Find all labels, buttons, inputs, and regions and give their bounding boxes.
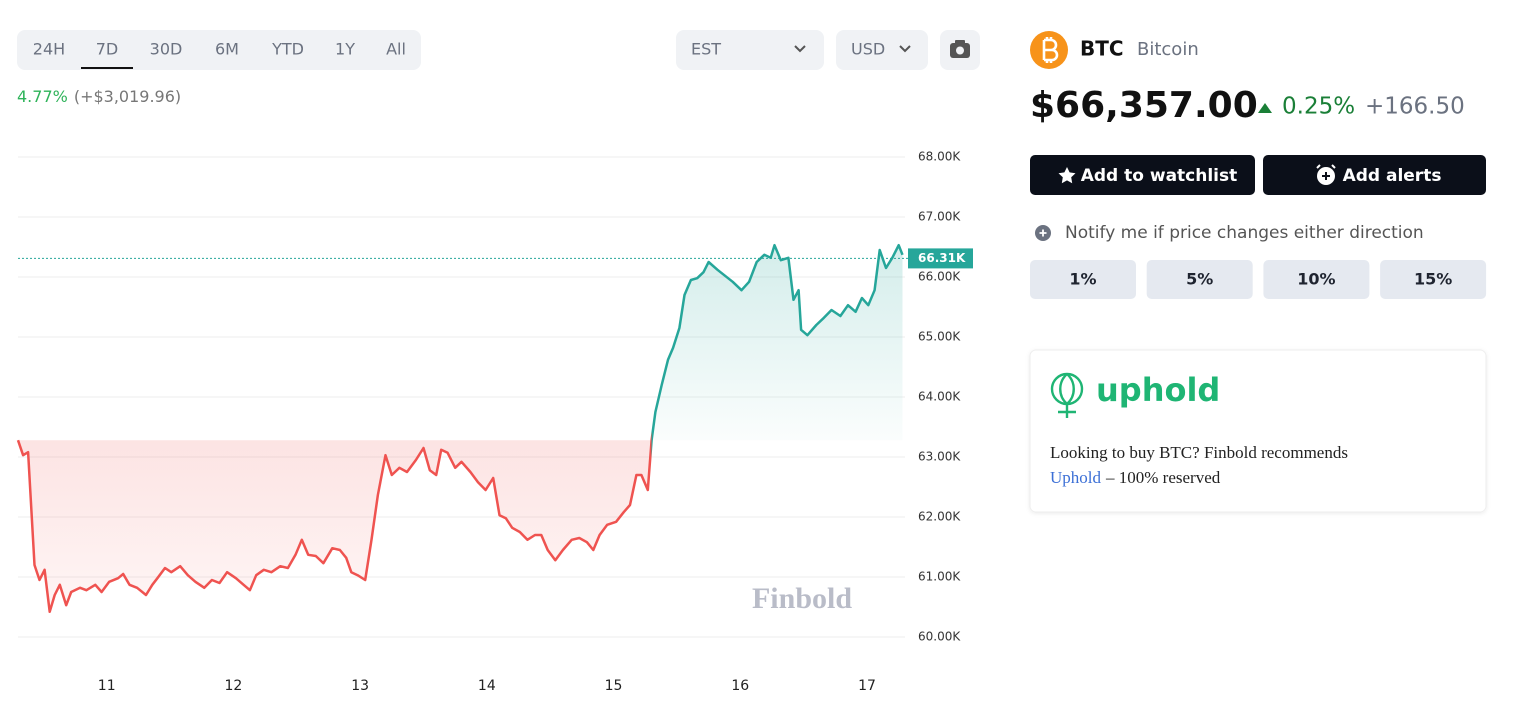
up-arrow — [1258, 103, 1272, 113]
range-tab[interactable]: All — [386, 40, 406, 59]
y-tick-label: 62.00K — [918, 510, 961, 524]
price-change-pct: 0.25% — [1282, 94, 1355, 120]
threshold-label: 5% — [1186, 270, 1213, 289]
notify-text: Notify me if price changes either direct… — [1065, 223, 1424, 243]
chart: 60.00K 61.00K 62.00K 63.00K 64.00K 65.00K 66.0… — [16, 150, 973, 694]
x-tick-label: 17 — [858, 678, 876, 694]
price-line — [16, 243, 904, 614]
timezone-select[interactable] — [676, 30, 824, 70]
range-tab[interactable]: 1Y — [335, 40, 355, 59]
y-tick-label: 63.00K — [918, 450, 961, 464]
notify-icon — [1035, 225, 1051, 241]
y-tick-label: 66.00K — [918, 270, 961, 284]
star-icon — [1058, 167, 1076, 184]
range-tab[interactable]: YTD — [271, 40, 304, 59]
x-tick-label: 16 — [731, 678, 749, 694]
y-tick-label: 67.00K — [918, 210, 961, 224]
currency-select[interactable] — [836, 30, 928, 70]
uphold-logo — [1050, 372, 1084, 418]
chevron — [794, 45, 806, 53]
chevron — [899, 45, 911, 53]
btc-glyph — [1042, 37, 1059, 63]
change-abs: (+$3,019.96) — [74, 87, 181, 106]
camera-icon — [950, 40, 970, 58]
promo-line: Uphold – 100% reserved — [1050, 468, 1221, 487]
x-tick-label: 12 — [225, 678, 243, 694]
current-price-tag — [908, 248, 973, 269]
watchlist-label: Add to watchlist — [1081, 166, 1238, 186]
current-price-label: 66.31K — [918, 251, 966, 265]
promo-card — [1029, 349, 1487, 513]
range-tab[interactable]: 24H — [33, 40, 65, 59]
brand: uphold — [1096, 371, 1220, 409]
asset-name: Bitcoin — [1137, 39, 1199, 60]
change: 4.77% (+$3,019.96) — [17, 87, 181, 106]
price-change-abs: +166.50 — [1365, 94, 1465, 120]
range-tab[interactable]: 7D — [96, 40, 119, 59]
y-tick-label: 61.00K — [918, 570, 961, 584]
x-tick-label: 14 — [478, 678, 496, 694]
promo-suffix: – 100% reserved — [1105, 468, 1221, 487]
range-tab[interactable]: 6M — [215, 40, 239, 59]
area-up — [651, 245, 903, 441]
thresholds: 1% 5% 10% 15% — [1030, 260, 1487, 299]
threshold-button[interactable] — [1263, 260, 1370, 299]
promo-link[interactable]: Uphold — [1050, 468, 1102, 487]
change-pct: 4.77% — [17, 87, 68, 106]
threshold-button[interactable] — [1030, 260, 1136, 299]
active-underline — [81, 67, 133, 69]
symbol: BTC — [1080, 37, 1124, 61]
price: $66,357.00 — [1030, 85, 1258, 126]
promo-text: Looking to buy BTC? Finbold recommends — [1050, 443, 1348, 462]
threshold-label: 10% — [1297, 270, 1335, 289]
alarm-icon — [1316, 164, 1336, 185]
threshold-button[interactable] — [1146, 260, 1253, 299]
currency: USD — [851, 40, 885, 59]
area-down — [18, 440, 652, 612]
y-tick-label: 60.00K — [918, 630, 961, 644]
x-tick-label: 13 — [351, 678, 369, 694]
range-tab[interactable]: 30D — [150, 40, 183, 59]
tabs: 24H 7D 30D 6M YTD 1Y All — [33, 40, 406, 69]
y-tick-label: 65.00K — [918, 330, 961, 344]
threshold-button[interactable] — [1380, 260, 1487, 299]
y-tick-label: 68.00K — [918, 150, 961, 164]
watchlist-button[interactable] — [1030, 155, 1255, 195]
x-tick-label: 11 — [98, 678, 116, 694]
range-tabs — [17, 30, 421, 70]
threshold-label: 1% — [1069, 270, 1096, 289]
alerts-label: Add alerts — [1343, 166, 1442, 186]
threshold-label: 15% — [1414, 270, 1452, 289]
y-tick-label: 64.00K — [918, 390, 961, 404]
timezone: EST — [691, 40, 721, 59]
watermark: Finbold — [752, 582, 852, 615]
x-tick-label: 15 — [605, 678, 623, 694]
